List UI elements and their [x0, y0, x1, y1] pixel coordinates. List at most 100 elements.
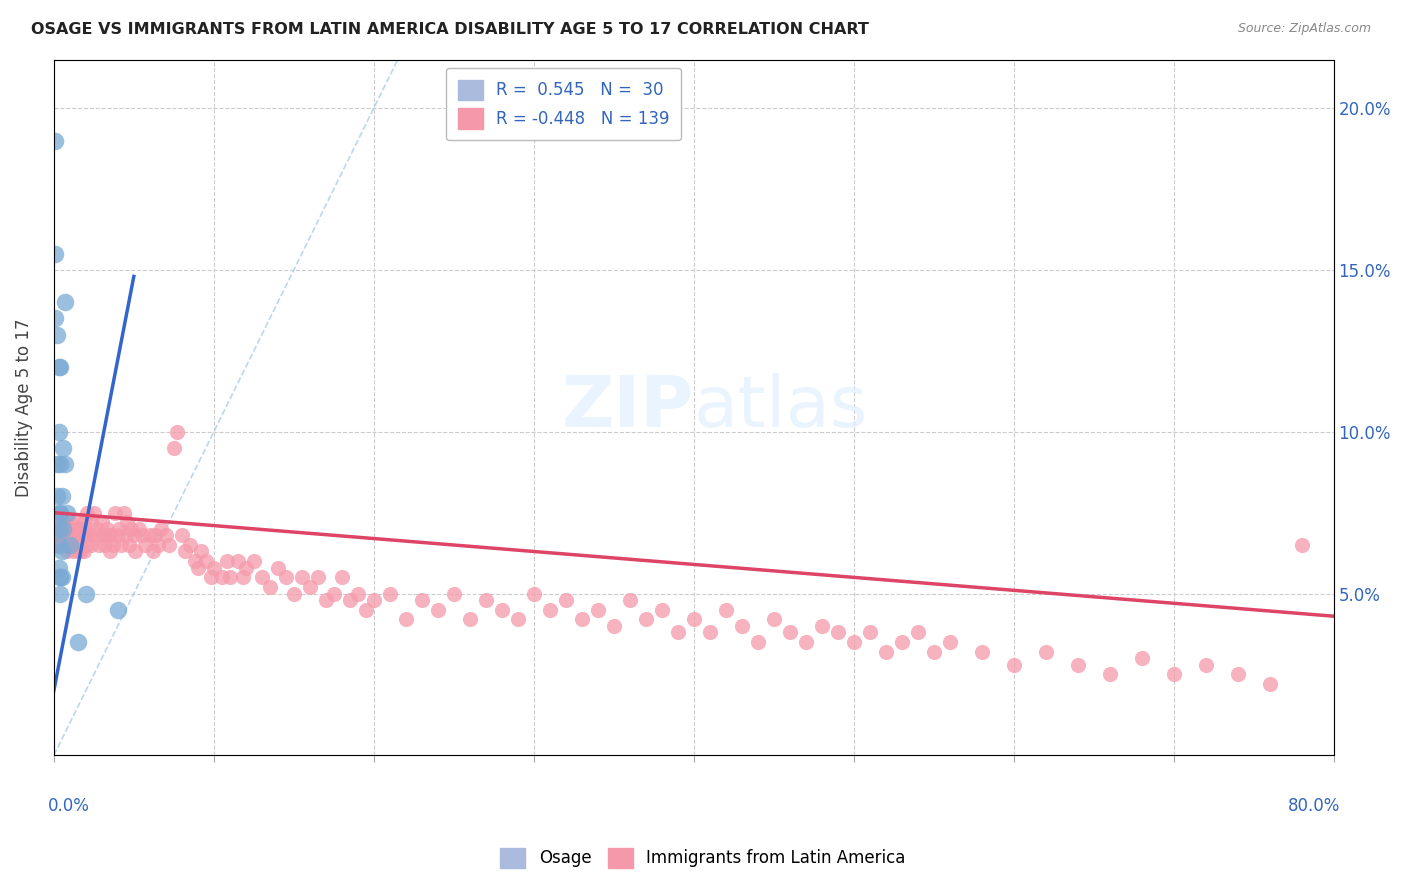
Point [107, 603, 129, 617]
Point [458, 612, 481, 626]
Point [243, 554, 266, 568]
Point [194, 554, 217, 568]
Point [51, 490, 73, 504]
Point [426, 603, 449, 617]
Point [46, 538, 69, 552]
Point [51, 538, 73, 552]
Point [166, 425, 188, 439]
Point [187, 560, 209, 574]
Point [44, 311, 66, 326]
Point [298, 580, 321, 594]
Point [62, 544, 84, 558]
Point [49, 506, 72, 520]
Point [842, 635, 865, 649]
Point [875, 645, 897, 659]
Point [75, 586, 97, 600]
Point [55, 506, 77, 520]
Point [283, 586, 305, 600]
Point [107, 528, 129, 542]
Point [682, 612, 704, 626]
Point [131, 528, 153, 542]
Point [75, 538, 97, 552]
Point [235, 560, 257, 574]
Point [183, 554, 205, 568]
Point [491, 603, 513, 617]
Point [322, 586, 344, 600]
Point [1195, 657, 1218, 672]
Point [53, 522, 76, 536]
Point [571, 612, 593, 626]
Point [1258, 677, 1281, 691]
Point [112, 506, 135, 520]
Point [779, 625, 801, 640]
Point [315, 593, 337, 607]
Point [117, 516, 139, 530]
Point [128, 522, 150, 536]
Point [48, 506, 70, 520]
Point [66, 522, 89, 536]
Point [84, 528, 107, 542]
Point [907, 625, 929, 640]
Point [970, 645, 993, 659]
Text: ZIP: ZIP [561, 373, 693, 442]
Y-axis label: Disability Age 5 to 17: Disability Age 5 to 17 [15, 318, 32, 497]
Point [53, 538, 76, 552]
Point [90, 516, 112, 530]
Point [274, 570, 297, 584]
Point [49, 359, 72, 374]
Text: atlas: atlas [693, 373, 868, 442]
Point [363, 593, 385, 607]
Point [79, 516, 101, 530]
Point [62, 528, 84, 542]
Point [120, 522, 142, 536]
Point [474, 593, 496, 607]
Point [73, 544, 96, 558]
Point [98, 544, 121, 558]
Point [46, 528, 69, 542]
Legend: Osage, Immigrants from Latin America: Osage, Immigrants from Latin America [494, 841, 912, 875]
Point [49, 538, 72, 552]
Legend: R =  0.545   N =  30, R = -0.448   N = 139: R = 0.545 N = 30, R = -0.448 N = 139 [446, 68, 682, 140]
Point [59, 516, 82, 530]
Point [83, 506, 105, 520]
Point [443, 586, 465, 600]
Point [49, 506, 72, 520]
Point [48, 560, 70, 574]
Point [307, 570, 329, 584]
Point [890, 635, 912, 649]
Point [538, 603, 561, 617]
Point [747, 635, 769, 649]
Point [202, 560, 225, 574]
Point [48, 528, 70, 542]
Point [267, 560, 290, 574]
Point [146, 538, 169, 552]
Point [603, 619, 626, 633]
Point [70, 544, 93, 558]
Point [291, 570, 314, 584]
Point [1035, 645, 1057, 659]
Point [143, 528, 166, 542]
Point [859, 625, 882, 640]
Point [73, 516, 96, 530]
Point [100, 528, 122, 542]
Point [51, 522, 73, 536]
Point [97, 528, 120, 542]
Point [586, 603, 609, 617]
Point [51, 570, 73, 584]
Point [142, 544, 165, 558]
Point [200, 570, 222, 584]
Point [554, 593, 576, 607]
Point [250, 570, 273, 584]
Point [114, 528, 136, 542]
Point [87, 538, 110, 552]
Point [49, 570, 72, 584]
Point [259, 580, 281, 594]
Point [354, 603, 377, 617]
Point [110, 538, 132, 552]
Point [76, 506, 98, 520]
Point [65, 528, 87, 542]
Point [48, 359, 70, 374]
Point [330, 570, 353, 584]
Point [66, 544, 89, 558]
Point [523, 586, 546, 600]
